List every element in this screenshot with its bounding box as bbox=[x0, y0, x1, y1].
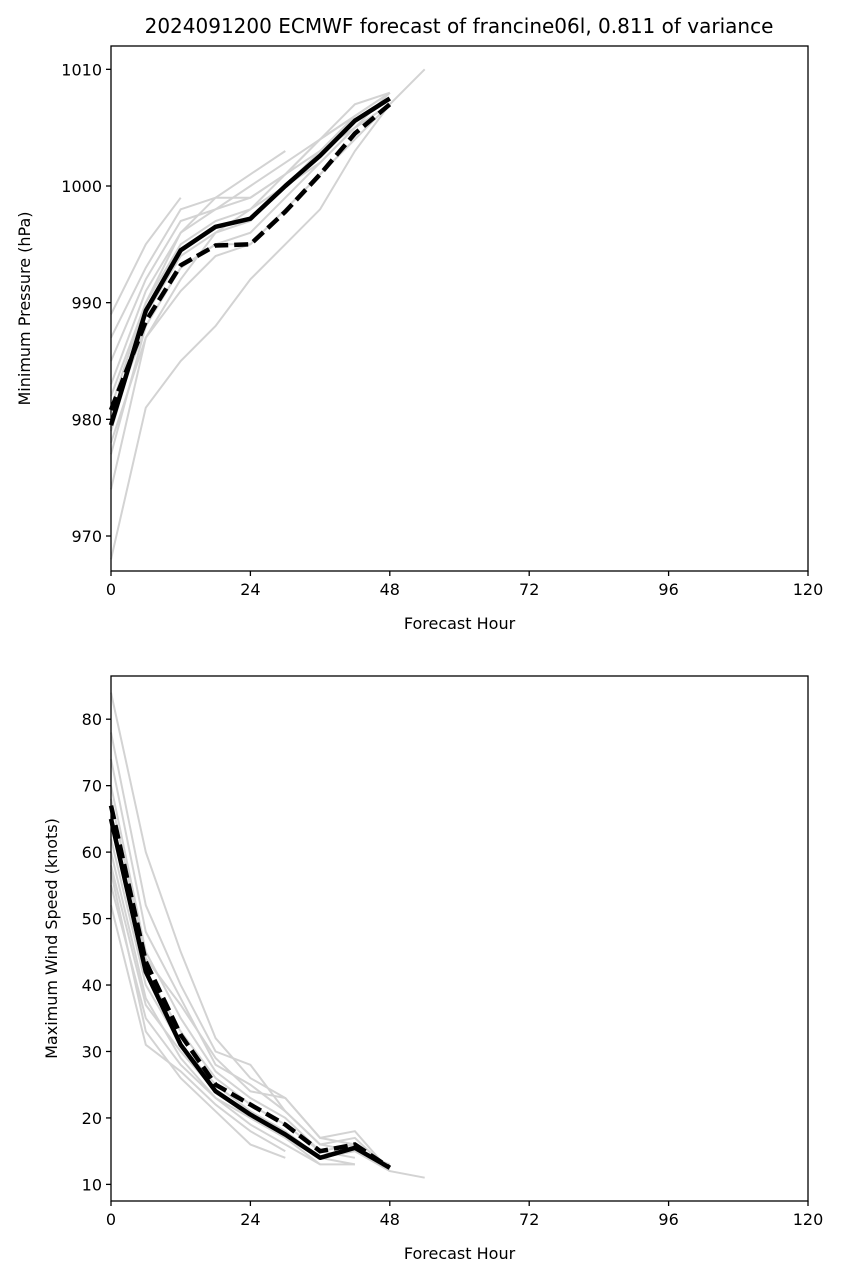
wind-y-tick-label: 20 bbox=[82, 1109, 102, 1128]
wind-panel: 0 24 48 72 96 120 10 20 30 40 50 60 70 80 Forecast Hou… bbox=[42, 675, 824, 1263]
wind-y-tick-label: 50 bbox=[82, 910, 102, 929]
wind-y-tick-label: 40 bbox=[82, 976, 102, 995]
pressure-mean-line bbox=[108, 96, 392, 426]
wind-member-line-2 bbox=[110, 732, 391, 1172]
wind-x-tick-label: 0 bbox=[106, 1210, 116, 1229]
pressure-member-line-12 bbox=[110, 68, 426, 444]
wind-member-line-10 bbox=[110, 871, 286, 1159]
wind-mean-line bbox=[108, 818, 391, 1170]
pressure-member-line-11 bbox=[110, 138, 356, 420]
wind-member-line-11 bbox=[110, 798, 356, 1146]
pressure-y-tick-label: 980 bbox=[71, 410, 102, 429]
wind-x-tick-label: 72 bbox=[519, 1210, 539, 1229]
pressure-member-line-9 bbox=[110, 197, 182, 315]
pressure-y-axis-label: Minimum Pressure (hPa) bbox=[15, 212, 34, 406]
pressure-y-tick-label: 1000 bbox=[61, 177, 102, 196]
pressure-member-line-8 bbox=[110, 150, 286, 339]
wind-x-tick-label: 96 bbox=[658, 1210, 678, 1229]
pressure-member-line-1 bbox=[110, 103, 391, 560]
wind-y-axis-label: Maximum Wind Speed (knots) bbox=[42, 818, 61, 1059]
wind-x-tick-label: 48 bbox=[380, 1210, 400, 1229]
wind-y-tick-label: 70 bbox=[82, 777, 102, 796]
pressure-dashed-line bbox=[108, 102, 392, 411]
wind-y-tick-label: 10 bbox=[82, 1175, 102, 1194]
pressure-y-tick-label: 990 bbox=[71, 294, 102, 313]
pressure-member-line-4 bbox=[110, 91, 391, 432]
pressure-member-line-7 bbox=[110, 91, 391, 362]
wind-y-tick-label: 60 bbox=[82, 843, 102, 862]
wind-x-axis-label: Forecast Hour bbox=[404, 1244, 516, 1263]
pressure-x-tick-label: 96 bbox=[658, 580, 678, 599]
pressure-axes-frame bbox=[110, 45, 809, 572]
wind-x-tick-label: 24 bbox=[240, 1210, 260, 1229]
pressure-y-tick-label: 970 bbox=[71, 527, 102, 546]
pressure-member-line-5 bbox=[110, 91, 391, 409]
pressure-panel: 0 24 48 72 96 120 970 980 990 1000 1010 Forecast Ho… bbox=[15, 45, 824, 633]
wind-x-tick-label: 120 bbox=[793, 1210, 824, 1229]
pressure-x-tick-label: 120 bbox=[793, 580, 824, 599]
pressure-member-line-10 bbox=[110, 115, 356, 397]
pressure-x-tick-label: 24 bbox=[240, 580, 260, 599]
wind-member-line-1 bbox=[110, 692, 391, 1172]
wind-member-line-9 bbox=[110, 905, 286, 1153]
pressure-x-axis-label: Forecast Hour bbox=[404, 614, 516, 633]
wind-member-line-12 bbox=[110, 851, 425, 1179]
pressure-y-tick-label: 1010 bbox=[61, 60, 102, 79]
wind-member-line-5 bbox=[110, 811, 356, 1159]
pressure-x-tick-label: 0 bbox=[106, 580, 116, 599]
wind-y-tick-label: 30 bbox=[82, 1042, 102, 1061]
pressure-member-line-6 bbox=[110, 91, 391, 385]
pressure-x-tick-label: 48 bbox=[380, 580, 400, 599]
chart-title: 2024091200 ECMWF forecast of francine06l… bbox=[145, 14, 774, 38]
wind-y-tick-label: 80 bbox=[82, 710, 102, 729]
wind-axes-frame bbox=[110, 675, 809, 1202]
wind-dashed-line bbox=[108, 805, 392, 1170]
pressure-x-tick-label: 72 bbox=[519, 580, 539, 599]
